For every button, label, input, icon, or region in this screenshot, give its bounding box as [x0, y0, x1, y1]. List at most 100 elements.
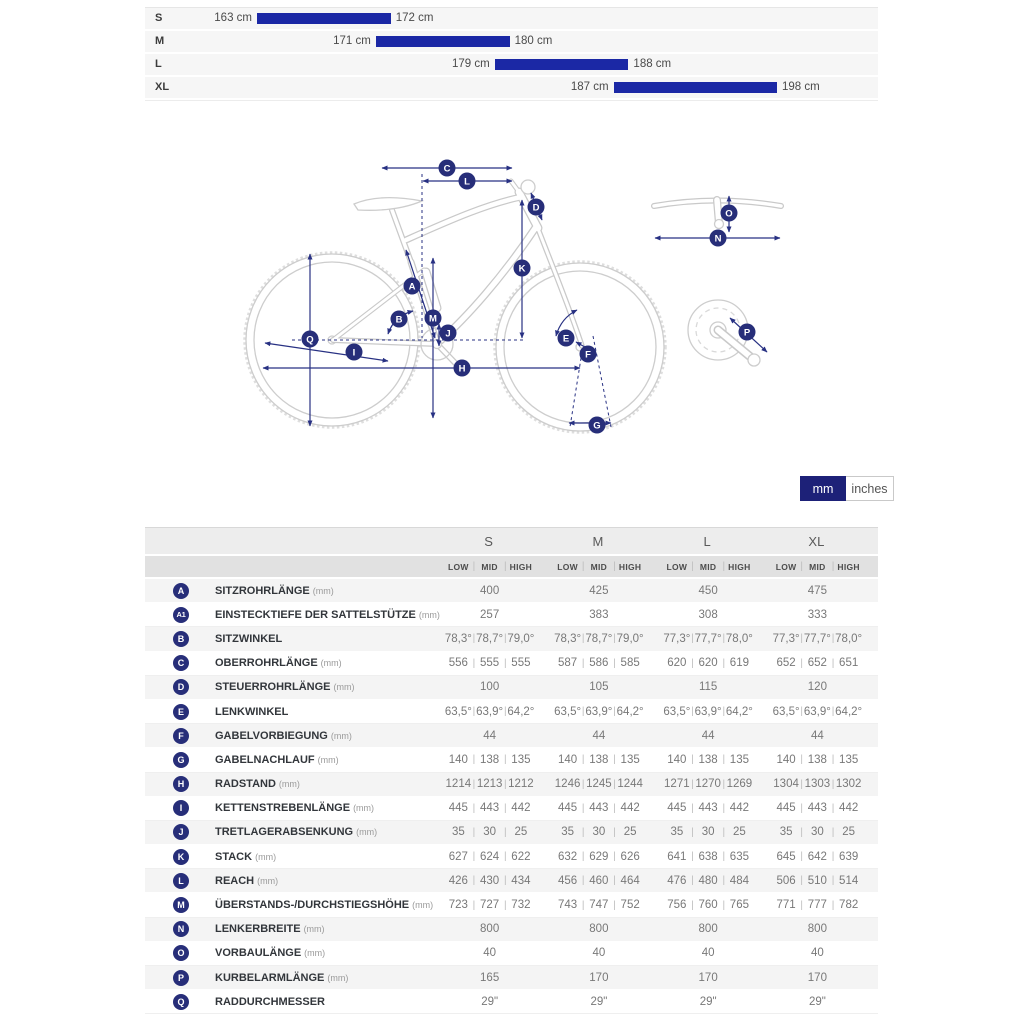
value-cell: 138 [589, 753, 609, 766]
value-cell: 434 [511, 874, 531, 887]
unit-mm-button[interactable]: mm [800, 476, 846, 501]
value-cell: 44 [592, 729, 606, 742]
column-divider: | [691, 706, 694, 718]
row-badge: H [173, 776, 189, 793]
row-badge: M [173, 897, 189, 914]
column-divider: | [503, 802, 507, 814]
row-label-col: L REACH (mm) [145, 872, 440, 889]
row-label-col: G GABELNACHLAUF (mm) [145, 751, 440, 768]
value-cell: 743 [557, 899, 578, 912]
geometry-row-b: B SITZWINKEL 78,3° | 78,7° | 79,0° 78,3° | 78,7° |… [145, 627, 878, 652]
column-divider: | [831, 826, 835, 838]
badge-k-label: K [519, 264, 526, 275]
unit-inches-button[interactable]: inches [846, 476, 894, 501]
value-cell: 782 [839, 899, 859, 912]
value-cell: 138 [480, 753, 500, 766]
row-badge: G [173, 751, 189, 768]
value-cell: 44 [701, 729, 715, 742]
geometry-row-c: C OBERROHRLÄNGE (mm) 556 | 555 | 555 587 | 586 | 585… [145, 652, 878, 676]
column-divider: | [581, 561, 585, 572]
value-cell: 771 [776, 899, 796, 912]
badge-k: K [513, 259, 531, 277]
value-cell: 308 [698, 608, 718, 621]
row-badge: D [173, 679, 189, 696]
row-label-col: A SITZROHRLÄNGE (mm) [145, 582, 440, 599]
row-unit: (mm) [418, 609, 440, 620]
value-cell: 635 [729, 850, 749, 863]
value-cell: 78,7° [585, 632, 613, 645]
value-cell: 443 [807, 802, 827, 815]
value-group: 450 [659, 585, 768, 597]
value-group: 445 | 443 | 442 [440, 802, 549, 814]
value-cell: 514 [839, 874, 859, 887]
column-divider: | [831, 778, 835, 790]
value-group: 645 | 642 | 639 [768, 851, 877, 863]
value-cell: 78,0° [725, 632, 753, 645]
column-divider: | [581, 754, 585, 766]
value-cell: 63,5° [444, 705, 472, 718]
max-height-label: 198 cm [782, 81, 820, 93]
value-group: 475 [768, 585, 877, 597]
row-label: VORBAULÄNGE (mm) [215, 947, 326, 960]
value-cell: 29" [481, 995, 499, 1008]
value-cell: 620 [698, 657, 718, 670]
value-group: 400 [440, 585, 549, 597]
row-label-col: A1 EINSTECKTIEFE DER SATTELSTÜTZE (mm) [145, 606, 440, 623]
value-cell: 443 [589, 802, 609, 815]
value-group: 632 | 629 | 626 [549, 851, 658, 863]
value-group: 620 | 620 | 619 [659, 657, 768, 669]
column-divider: | [800, 754, 804, 766]
value-group: 506 | 510 | 514 [768, 875, 877, 887]
size-guide-row: L 179 cm 188 cm [145, 54, 878, 77]
geometry-row-i: I KETTENSTREBENLÄNGE (mm) 445 | 443 | 442 445 | 44… [145, 797, 878, 821]
value-group: 308 [659, 609, 768, 621]
badge-o: O [720, 204, 738, 222]
column-divider: | [472, 875, 476, 887]
position-header: HIGH [837, 561, 860, 572]
value-cell: 140 [776, 753, 796, 766]
column-divider: | [722, 657, 726, 669]
value-group: 44 [440, 730, 549, 742]
value-group: 652 | 652 | 651 [768, 657, 877, 669]
value-cell: 138 [807, 753, 827, 766]
geometry-row-f: F GABELVORBIEGUNG (mm) 44 44 44 44 [145, 724, 878, 749]
row-label: LENKWINKEL [215, 705, 289, 718]
value-cell: 622 [511, 850, 531, 863]
value-group: 29" [549, 996, 658, 1008]
column-divider: | [722, 754, 726, 766]
geometry-row-k: K STACK (mm) 627 | 624 | 622 632 | 629 | 626 641 | 638 |… [145, 845, 878, 870]
column-divider: | [503, 899, 507, 911]
value-group: 445 | 443 | 442 [549, 802, 658, 814]
position-header: LOW [557, 561, 578, 572]
column-divider: | [503, 826, 507, 838]
value-cell: 638 [698, 850, 718, 863]
value-cell: 760 [698, 899, 718, 912]
value-cell: 170 [698, 971, 718, 984]
column-divider: | [581, 826, 585, 838]
column-divider: | [722, 633, 726, 645]
value-group: 641 | 638 | 635 [659, 851, 768, 863]
value-cell: 1304 [773, 778, 799, 791]
saddle-drawing [353, 196, 425, 211]
value-cell: 40 [701, 947, 715, 960]
size-label: M [155, 35, 165, 47]
row-unit: (mm) [303, 924, 325, 935]
value-group: 426 | 430 | 434 [440, 875, 549, 887]
value-group: 44 [768, 730, 877, 742]
position-header: MID [590, 561, 608, 572]
value-cell: 800 [480, 923, 500, 936]
column-divider: | [503, 754, 507, 766]
value-cell: 587 [557, 657, 578, 670]
badge-e-label: E [563, 334, 569, 345]
badge-m: M [424, 309, 442, 327]
row-label-col: I KETTENSTREBENLÄNGE (mm) [145, 800, 440, 817]
size-label: XL [155, 81, 170, 93]
row-label: KURBELARMLÄNGE (mm) [215, 971, 349, 984]
column-divider: | [503, 851, 507, 863]
geometry-row-m: M ÜBERSTANDS-/DURCHSTIEGSHÖHE (mm) 723 | 727 |… [145, 893, 878, 918]
column-divider: | [613, 778, 616, 790]
value-cell: 78,3° [554, 632, 582, 645]
value-cell: 63,5° [772, 705, 800, 718]
column-divider: | [472, 706, 476, 718]
column-divider: | [472, 899, 476, 911]
